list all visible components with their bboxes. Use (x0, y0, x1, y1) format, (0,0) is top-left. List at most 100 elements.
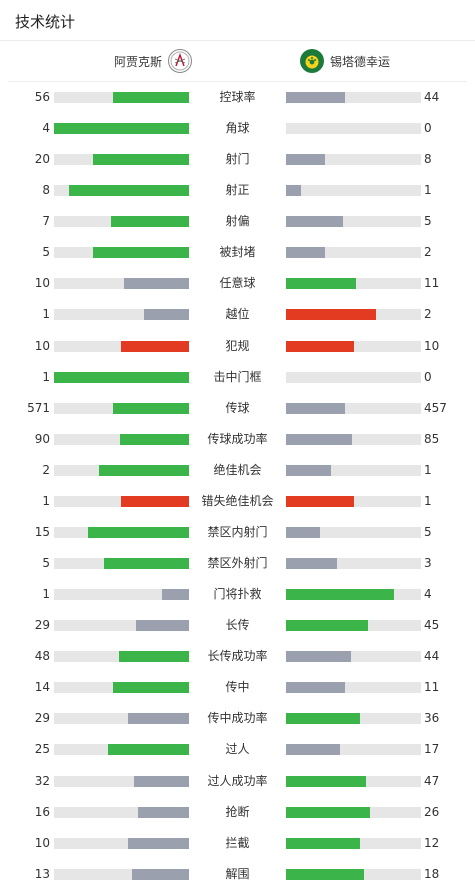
stat-away-value: 26 (424, 805, 440, 819)
stat-home-bar-track (54, 620, 189, 631)
stat-row: 571 传球 457 (0, 393, 475, 424)
stat-home-value: 5 (42, 556, 50, 570)
stat-label: 过人成功率 (207, 774, 268, 788)
stat-away-value: 1 (424, 494, 432, 508)
stat-away-bar-fill (286, 776, 366, 787)
stat-home-bar-track (54, 372, 189, 383)
away-team[interactable]: 锡塔德幸运 (300, 48, 390, 74)
stat-away-value: 45 (424, 618, 440, 632)
stat-row: 16 抢断 26 (0, 797, 475, 828)
stat-away-value: 3 (424, 556, 432, 570)
stat-away-bar-track (286, 434, 421, 445)
stat-home-bar-fill (138, 807, 189, 818)
stat-home-bar-track (54, 496, 189, 507)
stat-home-value: 2 (42, 463, 50, 477)
stat-home-bar-track (54, 123, 189, 134)
stat-home-bar-track (54, 278, 189, 289)
stat-row: 1 门将扑救 4 (0, 579, 475, 610)
stat-label: 拦截 (225, 836, 250, 850)
page-title: 技术统计 (15, 13, 76, 31)
stat-home-bar-fill (54, 123, 189, 134)
stat-label: 抢断 (225, 805, 250, 819)
stat-away-bar-track (286, 527, 421, 538)
stat-home-bar-track (54, 341, 189, 352)
stat-row: 56 控球率 44 (0, 82, 475, 113)
away-team-logo-icon (300, 49, 324, 73)
stat-label: 传球成功率 (207, 432, 268, 446)
stat-home-value: 10 (34, 836, 50, 850)
stat-away-bar-track (286, 278, 421, 289)
stat-away-value: 1 (424, 463, 432, 477)
stat-row: 13 解围 18 (0, 859, 475, 890)
stat-home-bar-track (54, 527, 189, 538)
stat-home-bar-track (54, 869, 189, 880)
stat-row: 32 过人成功率 47 (0, 766, 475, 797)
stat-away-value: 0 (424, 370, 432, 384)
stat-home-value: 29 (34, 618, 50, 632)
stat-away-bar-track (286, 185, 421, 196)
stat-away-value: 44 (424, 90, 440, 104)
home-team[interactable]: 阿贾克斯 (114, 48, 193, 74)
stat-away-bar-track (286, 247, 421, 258)
stat-away-value: 2 (424, 307, 432, 321)
stat-home-bar-fill (88, 527, 189, 538)
stat-home-bar-fill (128, 713, 189, 724)
stat-home-value: 4 (42, 121, 50, 135)
stat-label: 越位 (225, 307, 250, 321)
stat-home-bar-track (54, 216, 189, 227)
stat-away-value: 11 (424, 276, 440, 290)
stat-home-bar-fill (93, 247, 189, 258)
home-team-logo-icon (168, 49, 193, 73)
stat-home-value: 14 (34, 680, 50, 694)
stat-home-bar-fill (144, 309, 189, 320)
stat-home-value: 1 (42, 494, 50, 508)
stat-home-bar-fill (121, 496, 189, 507)
stat-row: 25 过人 17 (0, 734, 475, 765)
stat-away-bar-track (286, 589, 421, 600)
stat-home-bar-track (54, 776, 189, 787)
stat-away-value: 12 (424, 836, 440, 850)
stat-home-value: 10 (34, 339, 50, 353)
stat-home-value: 48 (34, 649, 50, 663)
stat-home-bar-fill (162, 589, 189, 600)
stat-away-bar-fill (286, 869, 364, 880)
stat-away-bar-track (286, 123, 421, 134)
stat-away-bar-fill (286, 92, 345, 103)
stat-label: 绝佳机会 (213, 463, 262, 477)
stat-away-value: 4 (424, 587, 432, 601)
stat-label: 过人 (225, 742, 250, 756)
stat-away-value: 47 (424, 774, 440, 788)
stat-away-bar-track (286, 558, 421, 569)
stat-home-bar-fill (108, 744, 189, 755)
stat-home-value: 10 (34, 276, 50, 290)
stat-away-bar-fill (286, 838, 360, 849)
stat-home-bar-track (54, 92, 189, 103)
stat-home-value: 1 (42, 587, 50, 601)
stat-away-bar-track (286, 465, 421, 476)
stat-away-bar-track (286, 682, 421, 693)
stat-away-bar-fill (286, 216, 343, 227)
stat-away-bar-track (286, 838, 421, 849)
stat-away-bar-track (286, 776, 421, 787)
stat-label: 传球 (225, 401, 250, 415)
stat-away-bar-fill (286, 589, 394, 600)
stat-row: 90 传球成功率 85 (0, 424, 475, 455)
stat-away-value: 2 (424, 245, 432, 259)
stat-home-value: 1 (42, 370, 50, 384)
stat-home-bar-fill (104, 558, 189, 569)
stat-row: 4 角球 0 (0, 113, 475, 144)
stat-label: 错失绝佳机会 (201, 494, 274, 508)
stat-home-value: 5 (42, 245, 50, 259)
stat-away-bar-fill (286, 341, 354, 352)
stat-row: 29 长传 45 (0, 610, 475, 641)
stat-home-value: 29 (34, 711, 50, 725)
stat-away-bar-fill (286, 682, 345, 693)
stat-row: 8 射正 1 (0, 175, 475, 206)
stat-home-value: 8 (42, 183, 50, 197)
stat-label: 犯规 (225, 339, 250, 353)
stat-away-value: 10 (424, 339, 440, 353)
stat-away-value: 8 (424, 152, 432, 166)
stat-home-value: 13 (34, 867, 50, 881)
stat-home-bar-fill (120, 434, 189, 445)
stat-home-value: 20 (34, 152, 50, 166)
